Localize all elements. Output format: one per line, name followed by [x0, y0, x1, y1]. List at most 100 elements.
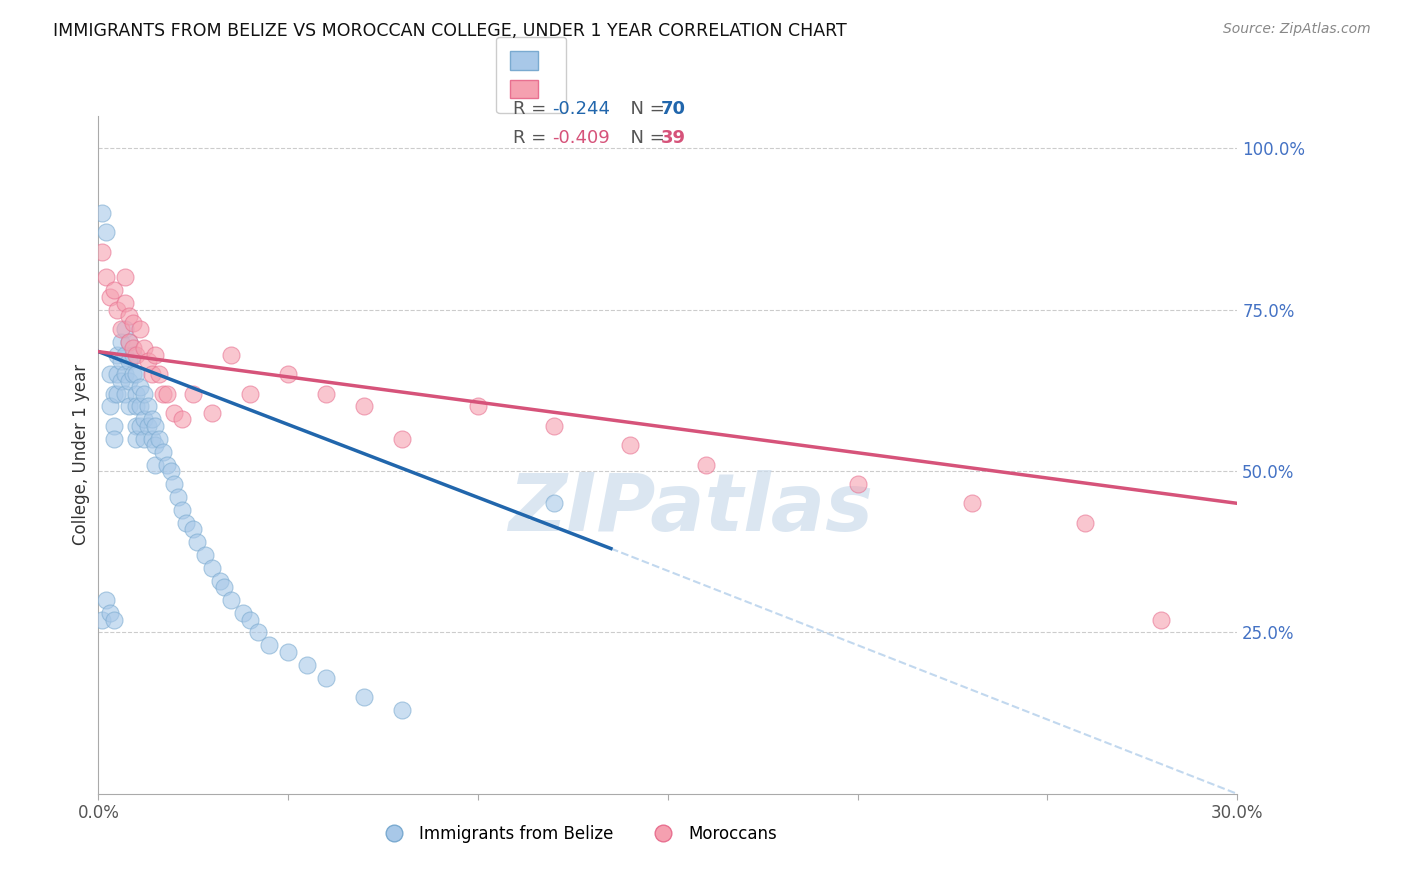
Point — [208, 574, 231, 588]
Point — [156, 458, 179, 472]
Point — [114, 296, 136, 310]
Text: Source: ZipAtlas.com: Source: ZipAtlas.com — [1223, 22, 1371, 37]
Point — [125, 348, 148, 362]
Point — [212, 580, 235, 594]
Point — [619, 438, 641, 452]
Point — [132, 342, 155, 356]
Text: R =: R = — [513, 100, 553, 118]
Point — [107, 386, 129, 401]
Point — [221, 593, 243, 607]
Point — [543, 496, 565, 510]
Point — [136, 400, 159, 414]
Point — [201, 406, 224, 420]
Point — [132, 432, 155, 446]
Point — [1074, 516, 1097, 530]
Point — [246, 625, 269, 640]
Point — [103, 613, 125, 627]
Point — [129, 380, 152, 394]
Point — [91, 613, 114, 627]
Point — [239, 386, 262, 401]
Point — [145, 418, 167, 433]
Point — [315, 671, 337, 685]
Point — [125, 400, 148, 414]
Point — [103, 283, 125, 297]
Point — [152, 444, 174, 458]
Point — [167, 490, 190, 504]
Point — [183, 522, 205, 536]
Point — [107, 348, 129, 362]
Point — [259, 639, 281, 653]
Point — [118, 334, 141, 349]
Point — [145, 458, 167, 472]
Point — [94, 593, 117, 607]
Point — [391, 703, 413, 717]
Point — [170, 503, 193, 517]
Point — [129, 322, 152, 336]
Point — [110, 334, 132, 349]
Point — [194, 548, 217, 562]
Point — [132, 412, 155, 426]
Point — [121, 368, 143, 382]
Point — [141, 368, 163, 382]
Point — [315, 386, 337, 401]
Point — [118, 309, 141, 323]
Point — [98, 400, 121, 414]
Point — [186, 535, 208, 549]
Text: ZIPatlas: ZIPatlas — [508, 470, 873, 549]
Point — [125, 386, 148, 401]
Point — [353, 690, 375, 704]
Point — [125, 432, 148, 446]
Point — [148, 432, 170, 446]
Point — [121, 348, 143, 362]
Point — [103, 418, 125, 433]
Point — [141, 412, 163, 426]
Text: N =: N = — [619, 100, 671, 118]
Legend: Immigrants from Belize, Moroccans: Immigrants from Belize, Moroccans — [370, 819, 783, 850]
Point — [107, 302, 129, 317]
Point — [277, 368, 299, 382]
Point — [145, 348, 167, 362]
Point — [118, 354, 141, 368]
Point — [136, 418, 159, 433]
Point — [297, 657, 319, 672]
Point — [543, 418, 565, 433]
Point — [163, 477, 186, 491]
Point — [121, 316, 143, 330]
Point — [110, 354, 132, 368]
Point — [110, 322, 132, 336]
Point — [201, 561, 224, 575]
Point — [107, 368, 129, 382]
Point — [145, 438, 167, 452]
Text: IMMIGRANTS FROM BELIZE VS MOROCCAN COLLEGE, UNDER 1 YEAR CORRELATION CHART: IMMIGRANTS FROM BELIZE VS MOROCCAN COLLE… — [53, 22, 848, 40]
Point — [91, 206, 114, 220]
Point — [114, 348, 136, 362]
Point — [170, 412, 193, 426]
Point — [125, 418, 148, 433]
Point — [110, 374, 132, 388]
Point — [183, 386, 205, 401]
Point — [118, 334, 141, 349]
Point — [1150, 613, 1173, 627]
Point — [114, 386, 136, 401]
Point — [156, 386, 179, 401]
Point — [141, 432, 163, 446]
Point — [960, 496, 983, 510]
Point — [152, 386, 174, 401]
Point — [121, 342, 143, 356]
Point — [174, 516, 197, 530]
Point — [132, 386, 155, 401]
Point — [846, 477, 869, 491]
Point — [232, 606, 254, 620]
Point — [125, 368, 148, 382]
Point — [391, 432, 413, 446]
Point — [129, 400, 152, 414]
Point — [221, 348, 243, 362]
Point — [129, 418, 152, 433]
Point — [118, 400, 141, 414]
Text: R =: R = — [513, 129, 553, 147]
Text: -0.244: -0.244 — [553, 100, 610, 118]
Point — [103, 432, 125, 446]
Point — [353, 400, 375, 414]
Text: 70: 70 — [661, 100, 686, 118]
Text: N =: N = — [619, 129, 671, 147]
